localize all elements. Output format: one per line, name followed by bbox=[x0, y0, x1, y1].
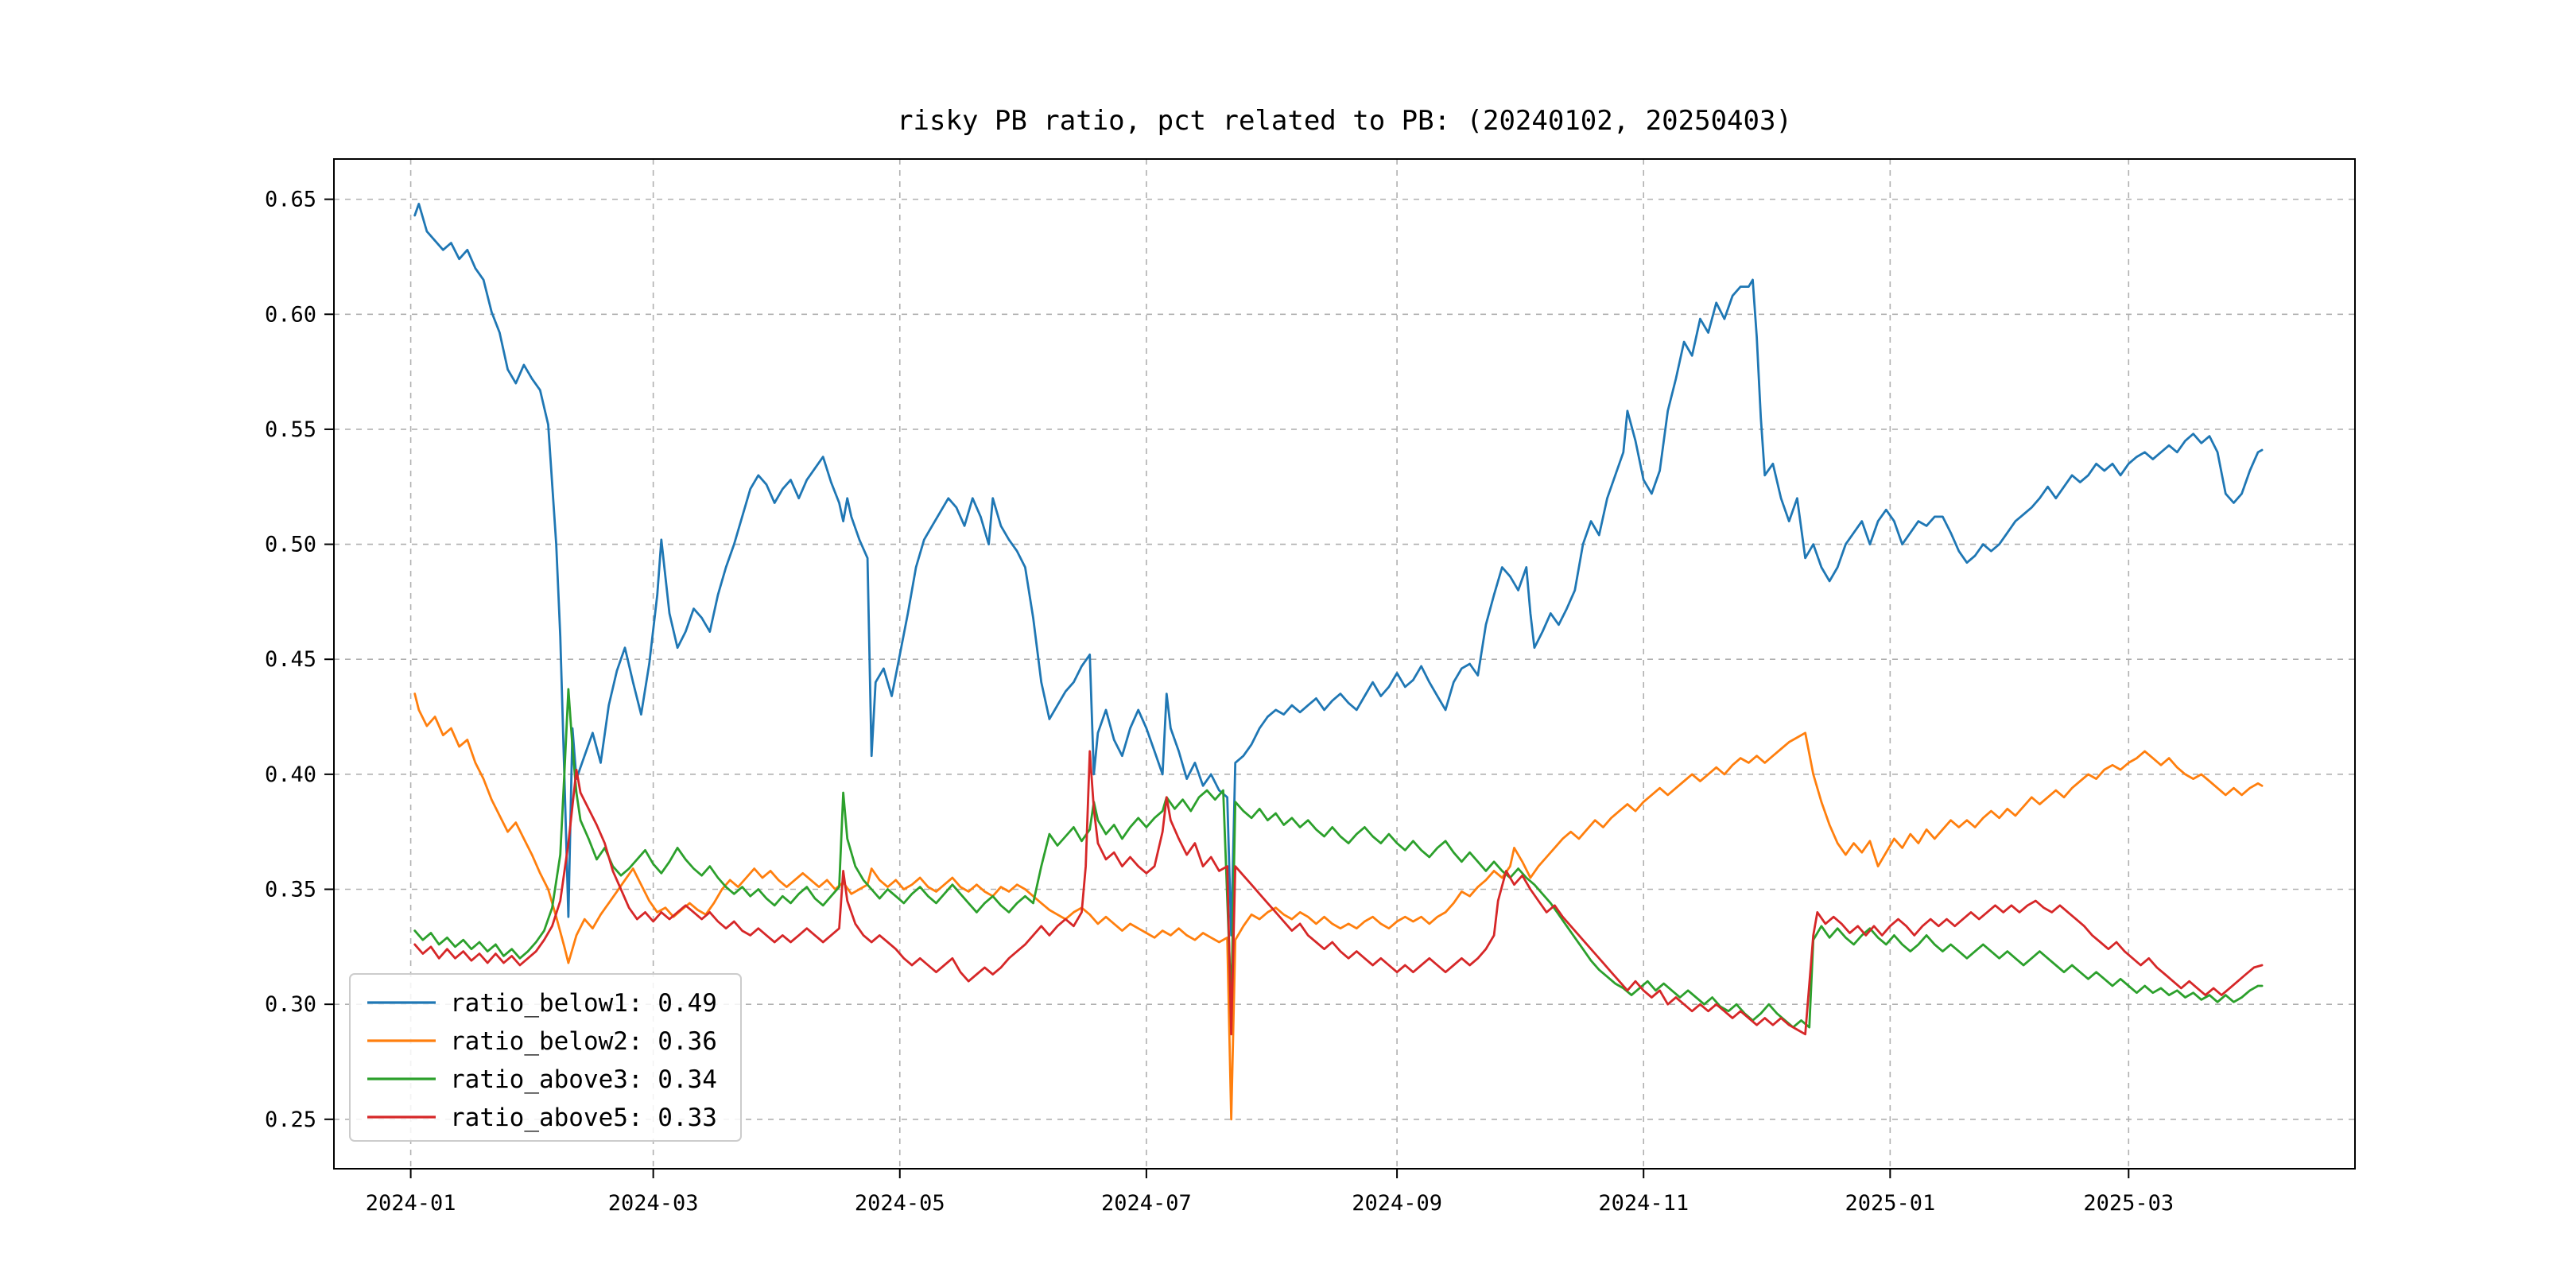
y-tick-label: 0.35 bbox=[265, 878, 316, 902]
x-tick-label: 2024-11 bbox=[1598, 1191, 1689, 1216]
y-tick-label: 0.55 bbox=[265, 417, 316, 442]
axes-frame bbox=[333, 158, 2356, 1170]
y-tick-label: 0.30 bbox=[265, 992, 316, 1017]
series-line-ratio_above3 bbox=[413, 688, 2264, 1029]
x-tick-label: 2025-01 bbox=[1845, 1191, 1935, 1216]
y-tick-label: 0.40 bbox=[265, 762, 316, 787]
y-tick-label: 0.65 bbox=[265, 188, 316, 212]
chart-title: risky PB ratio, pct related to PB: (2024… bbox=[897, 105, 1792, 137]
legend-entry-label: ratio_below2: 0.36 bbox=[450, 1027, 717, 1056]
legend-entry-label: ratio_below1: 0.49 bbox=[450, 989, 717, 1018]
legend-box bbox=[349, 973, 742, 1142]
series-line-ratio_below1 bbox=[413, 202, 2264, 937]
legend-entry-label: ratio_above5: 0.33 bbox=[450, 1104, 717, 1132]
y-tick-label: 0.60 bbox=[265, 302, 316, 327]
series-line-ratio_above5 bbox=[413, 750, 2264, 1036]
x-tick-label: 2024-03 bbox=[608, 1191, 699, 1216]
x-tick-label: 2024-05 bbox=[855, 1191, 945, 1216]
y-tick-label: 0.50 bbox=[265, 533, 316, 557]
y-tick-label: 0.45 bbox=[265, 647, 316, 672]
x-tick-label: 2024-07 bbox=[1101, 1191, 1192, 1216]
legend-entry-label: ratio_above3: 0.34 bbox=[450, 1065, 717, 1094]
x-tick-label: 2025-03 bbox=[2083, 1191, 2174, 1216]
series-line-ratio_below2 bbox=[413, 692, 2264, 1121]
x-tick-label: 2024-01 bbox=[366, 1191, 456, 1216]
x-tick-label: 2024-09 bbox=[1352, 1191, 1442, 1216]
y-tick-label: 0.25 bbox=[265, 1108, 316, 1132]
